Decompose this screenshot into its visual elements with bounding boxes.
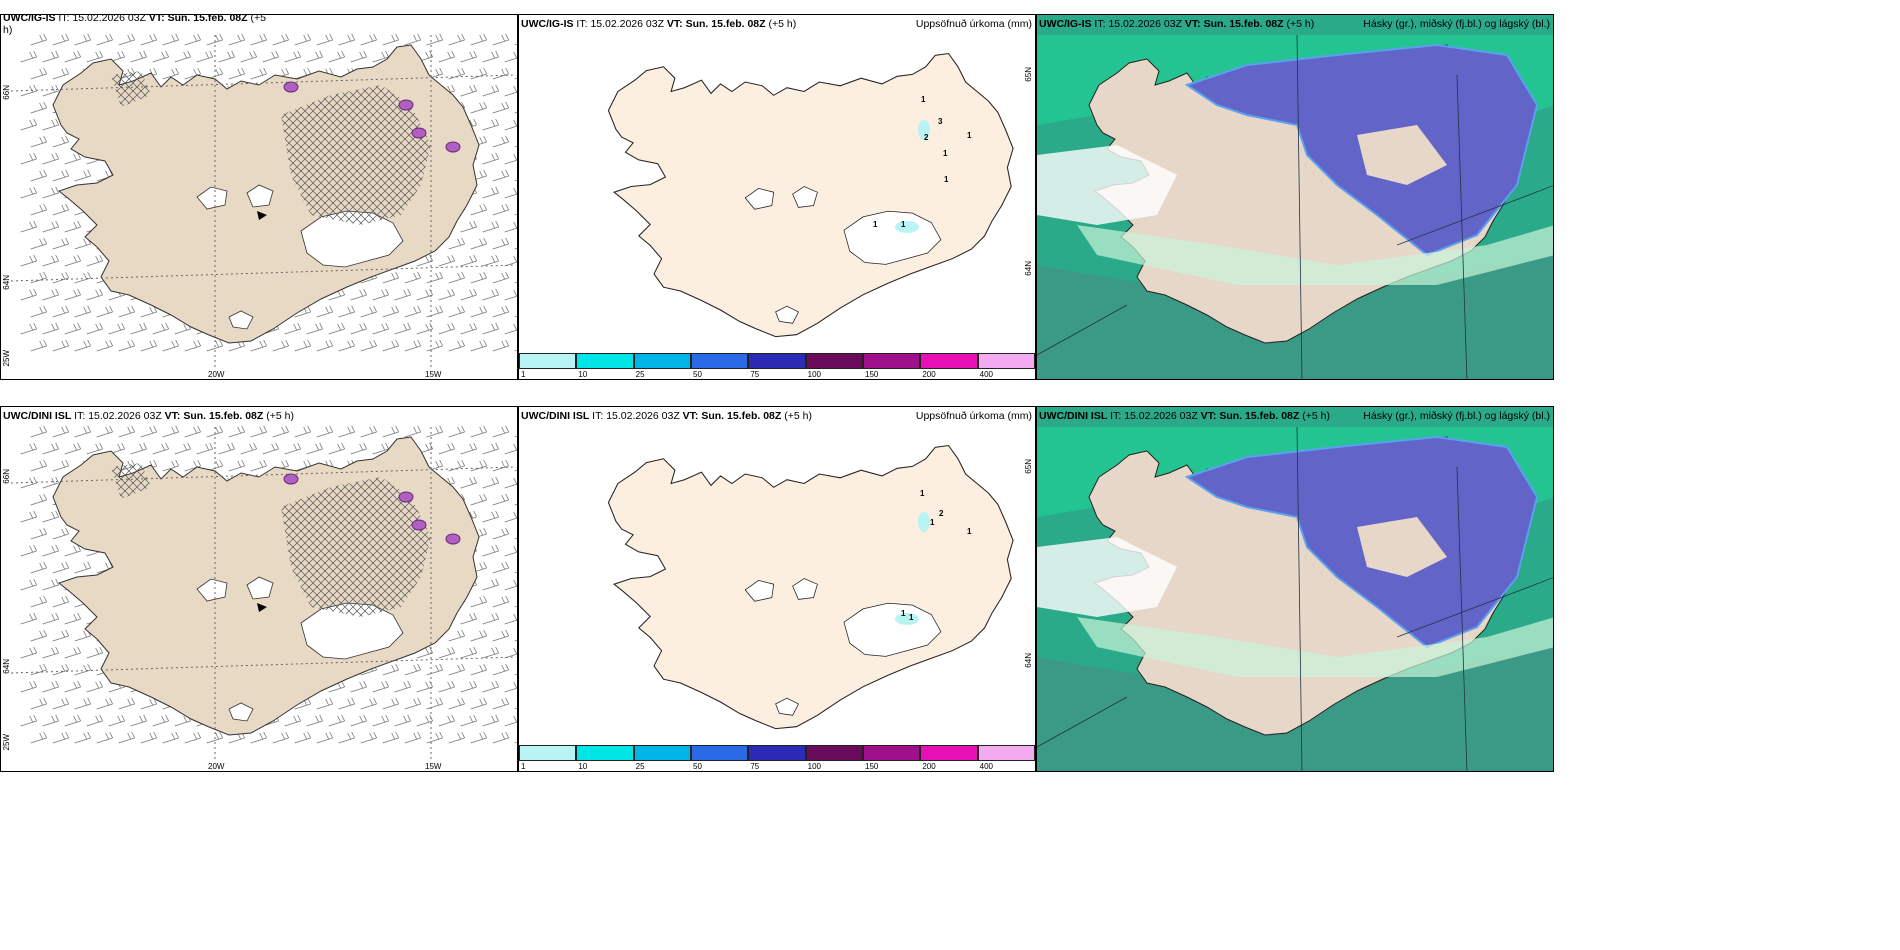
cloud-map xyxy=(1037,407,1553,771)
lon-label-20w: 20W xyxy=(208,370,225,379)
precip-amount: 2 xyxy=(939,509,944,518)
colorbar-segment xyxy=(977,745,1035,761)
colorbar-tick-label: 1 xyxy=(521,762,526,771)
precip-amount: 1 xyxy=(920,489,925,498)
lon-label-20w: 20W xyxy=(208,762,225,771)
lat-label-64n: 64N xyxy=(2,275,11,290)
precip-amount: 1 xyxy=(943,149,948,158)
colorbar-tick-label: 200 xyxy=(922,370,936,379)
colorbar-segment xyxy=(920,745,978,761)
lat-label-25w: 25W xyxy=(2,350,11,367)
colorbar-tick-label: 10 xyxy=(578,762,588,771)
colorbar-segment xyxy=(633,353,691,369)
precip-amount: 1 xyxy=(909,613,914,622)
colorbar-tick-label: 1 xyxy=(521,370,526,379)
cloud-legend-title-row1: Hásky (gr.), miðský (fj.bl.) og lágský (… xyxy=(1363,18,1550,30)
precip-amount: 2 xyxy=(924,133,929,142)
colorbar-segment xyxy=(805,353,863,369)
cloud-panel-row2: UWC/DINI ISL IT: 15.02.2026 03Z VT: Sun.… xyxy=(1036,406,1554,772)
lat-label-25w: 25W xyxy=(2,734,11,751)
lat-label-64n: 64N xyxy=(1024,653,1033,668)
wind-title-row1: UWC/IG-IS IT: 15.02.2026 03Z VT: Sun. 15… xyxy=(3,14,266,36)
colorbar-segment xyxy=(748,353,806,369)
colorbar-segment xyxy=(633,745,691,761)
lat-label-65n: 65N xyxy=(1024,459,1033,474)
colorbar-tick-label: 400 xyxy=(979,762,994,771)
colorbar-segment xyxy=(920,353,978,369)
colorbar-tick-label: 25 xyxy=(635,762,645,771)
precip-amount: 1 xyxy=(967,131,972,140)
colorbar-tick-label: 150 xyxy=(865,370,879,379)
cloud-map xyxy=(1037,15,1553,379)
colorbar-tick-label: 75 xyxy=(750,370,760,379)
wind-title-row2: UWC/DINI ISL IT: 15.02.2026 03Z VT: Sun.… xyxy=(3,410,294,422)
colorbar-segment xyxy=(691,353,749,369)
colorbar-tick-label: 75 xyxy=(750,762,760,771)
cloud-title-row2: UWC/DINI ISL IT: 15.02.2026 03Z VT: Sun.… xyxy=(1039,410,1330,422)
colorbar-segment xyxy=(519,745,577,761)
precip-amount: 1 xyxy=(944,175,949,184)
colorbar-tick-label: 100 xyxy=(807,370,822,379)
colorbar-segment xyxy=(805,745,863,761)
lon-label-15w: 15W xyxy=(425,762,442,771)
lat-label-64n: 64N xyxy=(2,659,11,674)
precip-legend-title-row1: Uppsöfnuð úrkoma (mm) xyxy=(915,18,1032,30)
colorbar-segment xyxy=(863,353,921,369)
cloud-panel-row1: UWC/IG-IS IT: 15.02.2026 03Z VT: Sun. 15… xyxy=(1036,14,1554,380)
colorbar-segment xyxy=(977,353,1035,369)
wind-panel-row1: UWC/IG-IS IT: 15.02.2026 03Z VT: Sun. 15… xyxy=(0,14,518,380)
lat-label-64n: 64N xyxy=(1024,261,1033,276)
colorbar-segment xyxy=(519,353,577,369)
colorbar-segment xyxy=(863,745,921,761)
precip-map xyxy=(607,52,1014,338)
wind-map xyxy=(10,425,517,759)
lat-label-66n: 66N xyxy=(2,469,11,484)
precip-panel-row2: UWC/DINI ISL IT: 15.02.2026 03Z VT: Sun.… xyxy=(518,406,1036,772)
precip-amount: 3 xyxy=(938,117,943,126)
wind-panel-row2: UWC/DINI ISL IT: 15.02.2026 03Z VT: Sun.… xyxy=(0,406,518,772)
precip-panel-row1: UWC/IG-IS IT: 15.02.2026 03Z VT: Sun. 15… xyxy=(518,14,1036,380)
precip-colorbar: 1 10 25 50 75 100 150 200 400 xyxy=(519,745,1035,771)
cloud-title-row1: UWC/IG-IS IT: 15.02.2026 03Z VT: Sun. 15… xyxy=(1039,18,1315,30)
colorbar-tick-label: 50 xyxy=(693,762,702,771)
colorbar-segment xyxy=(576,353,634,369)
precip-colorbar: 1 10 25 50 75 100 150 200 400 xyxy=(519,353,1035,379)
colorbar-tick-label: 10 xyxy=(578,370,588,379)
precip-amount: 1 xyxy=(921,95,926,104)
colorbar-tick-label: 150 xyxy=(865,762,879,771)
precip-title-row2: UWC/DINI ISL IT: 15.02.2026 03Z VT: Sun.… xyxy=(521,410,812,422)
precip-title-row1: UWC/IG-IS IT: 15.02.2026 03Z VT: Sun. 15… xyxy=(521,18,797,30)
colorbar-tick-label: 400 xyxy=(979,370,994,379)
colorbar-segment xyxy=(576,745,634,761)
precip-amount: 1 xyxy=(967,527,972,536)
colorbar-segment xyxy=(748,745,806,761)
precip-map xyxy=(607,444,1014,730)
wind-map xyxy=(10,33,517,367)
precip-legend-title-row2: Uppsöfnuð úrkoma (mm) xyxy=(915,410,1032,422)
colorbar-tick-label: 200 xyxy=(922,762,936,771)
precip-amount: 1 xyxy=(901,220,906,229)
colorbar-segment xyxy=(691,745,749,761)
lat-label-66n: 66N xyxy=(2,85,11,100)
precip-amount: 1 xyxy=(873,220,878,229)
cloud-legend-title-row2: Hásky (gr.), miðský (fj.bl.) og lágský (… xyxy=(1363,410,1550,422)
lon-label-15w: 15W xyxy=(425,370,442,379)
precip-amount: 1 xyxy=(901,609,906,618)
precip-amount: 1 xyxy=(930,518,935,527)
colorbar-tick-label: 100 xyxy=(807,762,822,771)
lat-label-65n: 65N xyxy=(1024,67,1033,82)
colorbar-tick-label: 25 xyxy=(635,370,645,379)
colorbar-tick-label: 50 xyxy=(693,370,702,379)
